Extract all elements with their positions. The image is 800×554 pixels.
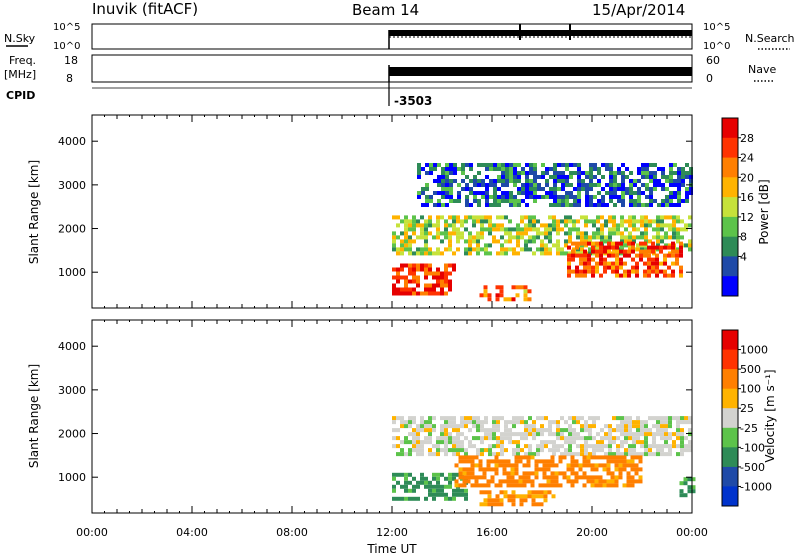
colorbar-segment <box>722 486 738 507</box>
power-panel: 1000 2000 3000 4000 Slant Range [km] <box>27 114 693 309</box>
x-tick-label: 04:00 <box>176 526 208 539</box>
freq-unit: [MHz] <box>4 68 36 81</box>
vel-echo-region <box>392 472 468 501</box>
colorbar-segment <box>722 276 738 297</box>
colorbar-tick-label: 28 <box>740 132 754 145</box>
velocity-y-axis: 1000 2000 3000 4000 <box>58 340 692 484</box>
colorbar-tick-label: -500 <box>740 461 765 474</box>
colorbar-tick-label: 16 <box>740 191 754 204</box>
colorbar-segment <box>722 256 738 277</box>
colorbar-segment <box>722 466 738 487</box>
power-ytick-label: 4000 <box>58 135 86 148</box>
colorbar-segment <box>722 369 738 390</box>
nave-tick-top: 60 <box>706 54 720 67</box>
colorbar-segment <box>722 408 738 429</box>
power-ytick-label: 3000 <box>58 179 86 192</box>
vel-echo-region <box>454 455 643 488</box>
vel-ytick-label: 4000 <box>58 340 86 353</box>
x-tick-label: 12:00 <box>376 526 408 539</box>
colorbar-tick-label: -25 <box>740 422 758 435</box>
nsky-label: N.Sky <box>4 32 36 45</box>
x-tick-label: 20:00 <box>576 526 608 539</box>
colorbar-segment <box>722 118 738 139</box>
power-ylabel: Slant Range [km] <box>27 160 41 264</box>
nsky-tick-top: 10^5 <box>53 22 80 33</box>
station-title: Inuvik (fitACF) <box>92 0 198 18</box>
power-colorbar-label: Power [dB] <box>757 179 771 244</box>
power-ytick-label: 2000 <box>58 223 86 236</box>
colorbar-tick-label: 25 <box>740 402 754 415</box>
vel-echo-region <box>679 477 696 498</box>
colorbar-segment <box>722 427 738 448</box>
colorbar-segment <box>722 157 738 178</box>
velocity-colorbar: 1000 500 100 25 -25 -100 -500 -1000 Velocity [m… <box>721 329 777 507</box>
velocity-panel: 1000 2000 3000 4000 Slant Range [km] <box>27 319 696 514</box>
velocity-colorbar-label: Velocity [m s⁻¹] <box>763 369 777 462</box>
x-axis-labels: 00:00 04:00 08:00 12:00 16:00 20:00 00:00 <box>76 526 708 539</box>
velocity-x-ticks <box>91 320 693 513</box>
power-y-axis: 1000 2000 3000 4000 <box>58 135 692 279</box>
colorbar-tick-label: 100 <box>740 383 761 396</box>
nsearch-tick-top: 10^5 <box>703 22 730 33</box>
velocity-ylabel: Slant Range [km] <box>27 364 41 468</box>
colorbar-segment <box>722 349 738 370</box>
vel-ytick-label: 3000 <box>58 384 86 397</box>
power-x-ticks <box>91 115 693 308</box>
colorbar-tick-label: 4 <box>740 250 747 263</box>
colorbar-tick-label: -1000 <box>740 480 772 493</box>
nsearch-tick-bottom: 10^0 <box>703 41 730 52</box>
date-title: 15/Apr/2014 <box>592 1 685 19</box>
freq-label: Freq. <box>9 54 36 67</box>
nave-label: Nave <box>748 63 776 76</box>
colorbar-tick-label: 1000 <box>740 344 768 357</box>
power-echo-region <box>392 263 456 296</box>
x-tick-label: 00:00 <box>76 526 108 539</box>
vel-ytick-label: 1000 <box>58 471 86 484</box>
colorbar-segment <box>722 236 738 257</box>
power-echo-layer <box>392 163 693 302</box>
colorbar-segment <box>722 177 738 198</box>
velocity-echo-layer <box>392 416 696 507</box>
vel-echo-region <box>392 416 692 457</box>
x-tick-label: 16:00 <box>476 526 508 539</box>
colorbar-tick-label: -100 <box>740 441 765 454</box>
freq-tick-top: 18 <box>64 54 78 67</box>
colorbar-segment <box>722 447 738 468</box>
cpid-label: CPID <box>6 89 35 102</box>
colorbar-tick-label: 20 <box>740 171 754 184</box>
colorbar-tick-label: 8 <box>740 231 747 244</box>
nsky-tick-bottom: 10^0 <box>53 41 80 52</box>
x-tick-label: 00:00 <box>676 526 708 539</box>
colorbar-tick-label: 12 <box>740 211 754 224</box>
power-ytick-label: 1000 <box>58 266 86 279</box>
power-echo-region <box>567 241 683 278</box>
colorbar-segment <box>722 137 738 159</box>
x-axis-label: Time UT <box>366 542 417 554</box>
nsearch-label: N.Search <box>745 32 795 45</box>
colorbar-segment <box>722 330 738 351</box>
power-echo-region <box>417 163 693 207</box>
colorbar-segment <box>722 388 738 409</box>
nsky-panel: N.Sky 10^5 10^0 10^5 10^0 N.Search <box>4 22 795 52</box>
vel-echo-region <box>479 490 556 507</box>
power-echo-region <box>479 285 532 302</box>
colorbar-segment <box>722 216 738 238</box>
colorbar-tick-label: 24 <box>740 152 754 165</box>
colorbar-segment <box>722 197 738 218</box>
cpid-value: -3503 <box>394 94 432 108</box>
colorbar-tick-label: 500 <box>740 363 761 376</box>
power-colorbar: 28 24 20 16 12 8 4 Power [dB] <box>721 117 771 297</box>
nave-tick-bottom: 0 <box>706 72 713 85</box>
vel-ytick-label: 2000 <box>58 428 86 441</box>
x-tick-label: 08:00 <box>276 526 308 539</box>
freq-panel: Freq. [MHz] 18 8 60 0 Nave <box>4 54 776 85</box>
cpid-panel: CPID -3503 <box>6 82 692 108</box>
freq-tick-bottom: 8 <box>66 72 73 85</box>
beam-title: Beam 14 <box>352 1 419 19</box>
